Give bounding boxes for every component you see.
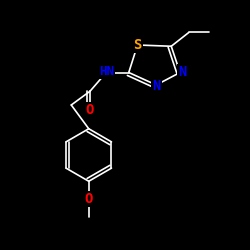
Text: O: O [86,103,94,117]
Text: N: N [152,78,160,92]
Text: S: S [133,38,142,52]
Text: HN: HN [99,65,114,78]
Text: O: O [84,192,93,206]
Text: N: N [178,66,186,80]
